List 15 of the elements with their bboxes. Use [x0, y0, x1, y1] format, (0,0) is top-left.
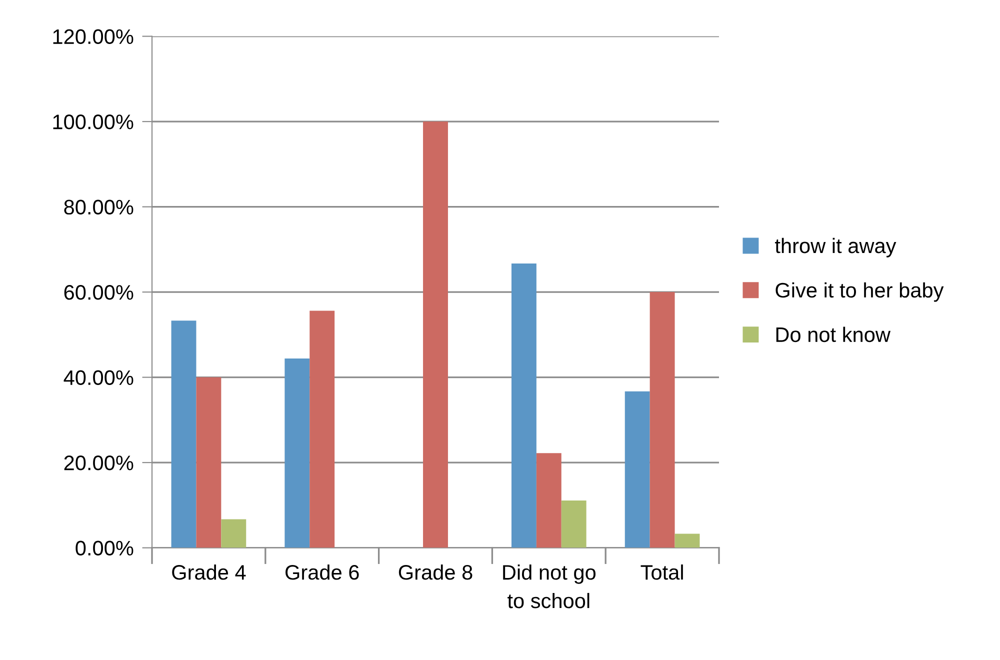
y-tick-label: 80.00% — [64, 200, 134, 215]
x-tick-label: Total — [640, 564, 683, 580]
y-tick-label: 120.00% — [53, 29, 134, 44]
y-tick-label: 40.00% — [64, 370, 134, 386]
y-tick-label: 60.00% — [64, 285, 134, 300]
x-tick-label: Grade 4 — [172, 564, 246, 580]
y-tick-label: 100.00% — [53, 114, 134, 130]
legend-label: Do not know — [776, 326, 891, 342]
x-tick-label: Grade 8 — [398, 564, 472, 580]
legend-label: throw it away — [774, 238, 896, 258]
y-tick-label: 20.00% — [64, 456, 134, 470]
y-tick-label: 0.00% — [76, 540, 134, 556]
x-tick-label: Grade 6 — [286, 564, 359, 580]
x-tick-label: Did not go to school — [503, 564, 596, 608]
legend-label: Give it to her baby — [776, 282, 944, 302]
